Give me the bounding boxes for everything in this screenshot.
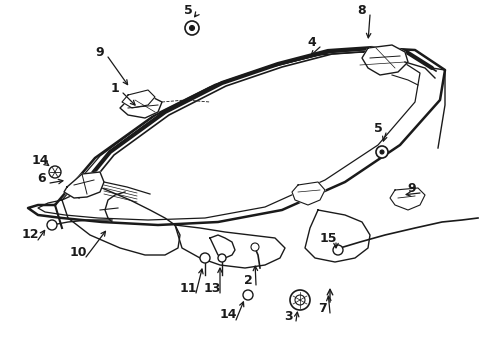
Text: 7: 7 [318, 302, 326, 315]
Circle shape [290, 290, 310, 310]
Polygon shape [292, 182, 325, 205]
Circle shape [190, 26, 195, 31]
Polygon shape [120, 95, 162, 118]
Text: 15: 15 [319, 231, 337, 244]
Circle shape [49, 166, 61, 178]
Circle shape [380, 150, 384, 154]
Circle shape [333, 245, 343, 255]
Text: 13: 13 [203, 282, 220, 294]
Text: 5: 5 [374, 122, 382, 135]
Polygon shape [28, 48, 445, 225]
Circle shape [243, 290, 253, 300]
Polygon shape [64, 172, 104, 198]
Text: 14: 14 [219, 309, 237, 321]
Circle shape [185, 21, 199, 35]
Text: 4: 4 [308, 36, 317, 49]
Circle shape [47, 220, 57, 230]
Text: 8: 8 [358, 4, 367, 17]
Text: 2: 2 [244, 274, 252, 287]
Text: 9: 9 [96, 45, 104, 58]
Circle shape [376, 146, 388, 158]
Circle shape [200, 253, 210, 263]
Polygon shape [362, 45, 408, 75]
Text: 10: 10 [69, 246, 87, 258]
Circle shape [218, 254, 226, 262]
Text: 12: 12 [21, 229, 39, 242]
Text: 6: 6 [38, 171, 47, 184]
Text: 9: 9 [408, 181, 416, 194]
Text: 5: 5 [184, 4, 193, 17]
Text: 14: 14 [31, 153, 49, 166]
Text: 1: 1 [111, 81, 120, 94]
Text: 3: 3 [284, 310, 293, 323]
Polygon shape [122, 90, 155, 108]
Text: 11: 11 [179, 282, 197, 294]
Polygon shape [390, 188, 425, 210]
Circle shape [251, 243, 259, 251]
Circle shape [295, 295, 305, 305]
